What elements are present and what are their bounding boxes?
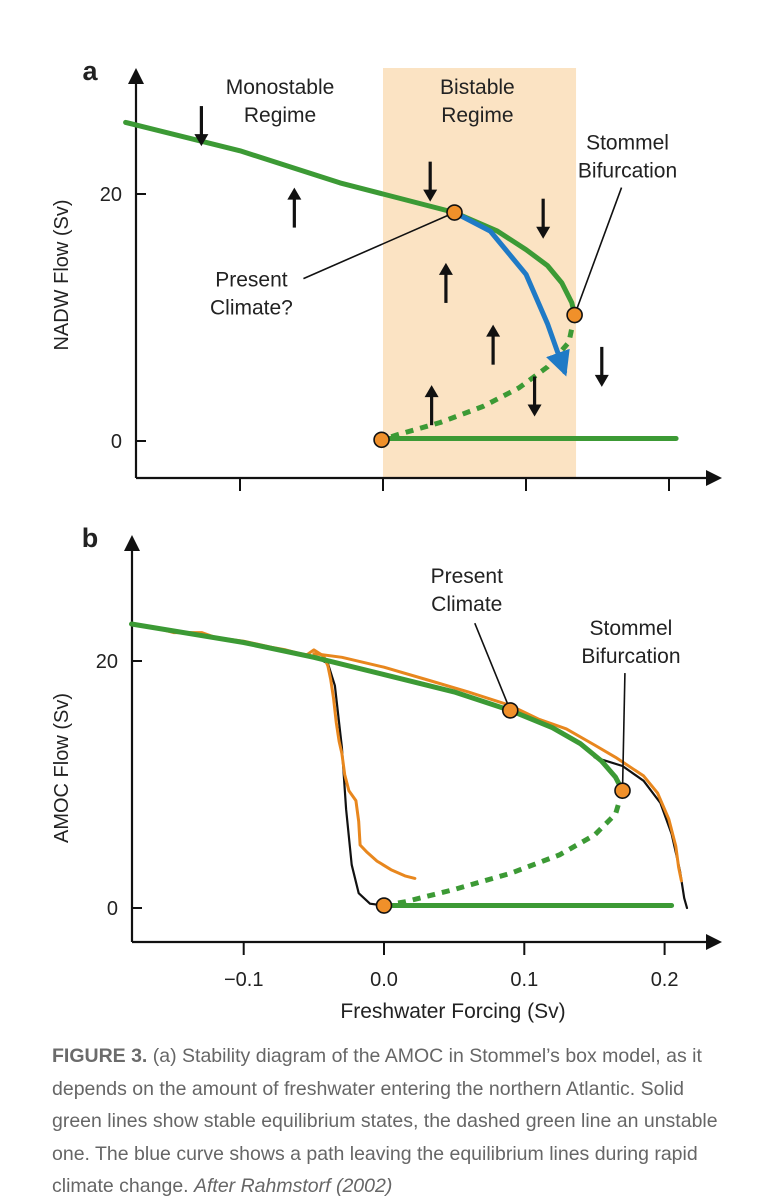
y-tick-label: 20	[100, 184, 122, 206]
panel-a-chart: Monostable Regime Bistable Regime a NADW Flow…	[51, 56, 722, 491]
y-tick-label: 0	[111, 431, 122, 453]
present-label-line1: Present	[431, 565, 504, 588]
region-label-line2: Regime	[244, 104, 316, 127]
y-tick-label: 20	[96, 651, 118, 673]
stommel-label-line2: Bifurcation	[578, 160, 677, 183]
model-curve	[593, 756, 689, 910]
stable-curve	[123, 119, 578, 318]
x-tick-label: −0.1	[224, 969, 263, 991]
flow-arrowhead-down	[527, 404, 542, 417]
region-label-line2: Regime	[441, 104, 513, 127]
model-curve	[312, 654, 400, 908]
y-axis-arrowhead	[128, 68, 144, 84]
figure: Monostable Regime Bistable Regime a NADW Flow…	[51, 56, 722, 1023]
present-label-line1: Present	[215, 269, 288, 292]
stommel-leader-line	[621, 673, 626, 791]
y-axis-label: NADW Flow (Sv)	[51, 199, 73, 350]
flow-arrowhead-down	[423, 189, 438, 202]
flow-arrowhead-up	[486, 324, 501, 337]
stable-curve	[129, 621, 625, 794]
flow-arrowhead-down	[536, 226, 551, 239]
flow-arrowhead-up	[424, 385, 439, 398]
x-tick-label: 0.0	[370, 969, 398, 991]
stommel-leader-line	[573, 187, 623, 316]
x-axis-arrowhead	[706, 934, 722, 950]
present-label-line2: Climate?	[210, 297, 293, 320]
caption-credit: After Rahmstorf (2002)	[194, 1175, 393, 1197]
path-curve	[452, 210, 570, 377]
unstable-curve	[383, 789, 625, 908]
equilibrium-marker	[373, 431, 390, 449]
y-axis-arrowhead	[124, 535, 140, 551]
x-tick-label: 0.2	[651, 969, 679, 991]
region-label-line1: Bistable	[440, 76, 515, 99]
flow-arrowhead-up	[287, 187, 302, 200]
equilibrium-marker	[614, 782, 631, 799]
bistable-region-band	[383, 68, 577, 478]
stommel-label-line1: Stommel	[589, 617, 672, 640]
panel-label: b	[82, 523, 99, 553]
panel-b-chart: b AMOC Flow (Sv) 0 20 −0.1 0.0 0.1 0.2 Freshwate…	[51, 523, 722, 1023]
region-label-line1: Monostable	[226, 76, 335, 99]
equilibrium-marker	[501, 702, 519, 719]
x-axis-label: Freshwater Forcing (Sv)	[340, 1000, 565, 1023]
caption-body: (a) Stability diagram of the AMOC in Sto…	[52, 1045, 718, 1197]
stommel-label-line1: Stommel	[586, 132, 669, 155]
x-tick-label: 0.1	[510, 969, 538, 991]
equilibrium-marker	[566, 306, 583, 324]
stommel-label-line2: Bifurcation	[581, 645, 680, 668]
unstable-curve	[380, 314, 578, 443]
present-leader-line	[474, 622, 512, 711]
caption-lead: FIGURE 3.	[52, 1045, 148, 1067]
flow-arrowhead-down	[594, 374, 609, 387]
present-leader-line	[303, 211, 455, 280]
present-label-line2: Climate	[431, 593, 502, 616]
observed-curve	[312, 652, 683, 883]
figure-caption: FIGURE 3. (a) Stability diagram of the A…	[52, 1040, 732, 1203]
y-tick-label: 0	[107, 898, 118, 920]
equilibrium-marker	[446, 204, 463, 221]
flow-arrowhead-down	[194, 134, 209, 147]
equilibrium-marker	[375, 897, 393, 914]
y-axis-label: AMOC Flow (Sv)	[51, 693, 73, 843]
x-axis-arrowhead	[706, 470, 722, 486]
flow-arrowhead-up	[438, 262, 453, 275]
panel-label: a	[82, 56, 98, 86]
